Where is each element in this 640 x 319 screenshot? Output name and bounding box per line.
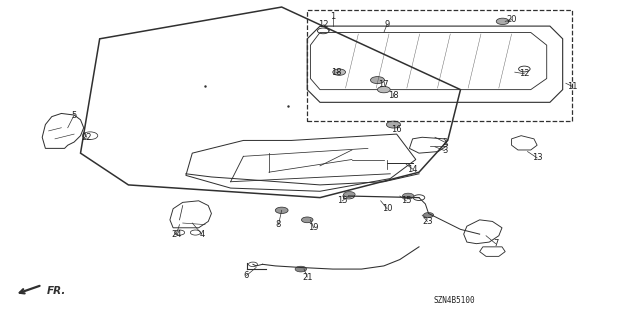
Text: 12: 12	[519, 69, 530, 78]
Text: 1: 1	[330, 12, 335, 21]
Text: 21: 21	[302, 272, 312, 281]
Text: 22: 22	[82, 133, 92, 142]
Text: 19: 19	[308, 223, 319, 232]
Text: 6: 6	[244, 271, 249, 280]
Text: 24: 24	[171, 230, 182, 239]
Text: 10: 10	[382, 204, 392, 213]
Bar	[307, 10, 572, 122]
Circle shape	[496, 18, 509, 25]
Text: 18: 18	[331, 68, 341, 77]
Text: 20: 20	[506, 15, 517, 24]
Text: SZN4B5100: SZN4B5100	[433, 296, 475, 305]
Text: 15: 15	[337, 196, 348, 205]
Text: 11: 11	[567, 82, 577, 91]
Text: 23: 23	[422, 217, 433, 226]
Circle shape	[344, 192, 355, 197]
Text: 13: 13	[532, 153, 543, 162]
Text: 3: 3	[442, 146, 447, 155]
Text: 7: 7	[493, 239, 499, 248]
Text: 9: 9	[385, 20, 390, 29]
Text: 8: 8	[276, 220, 281, 229]
Circle shape	[387, 121, 401, 128]
Text: 2: 2	[442, 137, 447, 146]
Circle shape	[403, 193, 414, 199]
Circle shape	[295, 266, 307, 272]
Text: 15: 15	[401, 196, 412, 205]
Text: 14: 14	[407, 165, 418, 174]
Text: 16: 16	[391, 125, 402, 134]
Text: 5: 5	[72, 111, 77, 120]
Circle shape	[424, 212, 434, 218]
Circle shape	[371, 77, 385, 84]
Circle shape	[301, 217, 313, 223]
Circle shape	[378, 86, 390, 93]
Circle shape	[333, 69, 346, 75]
Text: 17: 17	[378, 80, 389, 89]
Circle shape	[275, 207, 288, 213]
Text: 4: 4	[199, 230, 205, 239]
Text: 18: 18	[388, 92, 399, 100]
Text: 12: 12	[319, 20, 329, 29]
Text: FR.: FR.	[47, 286, 66, 296]
